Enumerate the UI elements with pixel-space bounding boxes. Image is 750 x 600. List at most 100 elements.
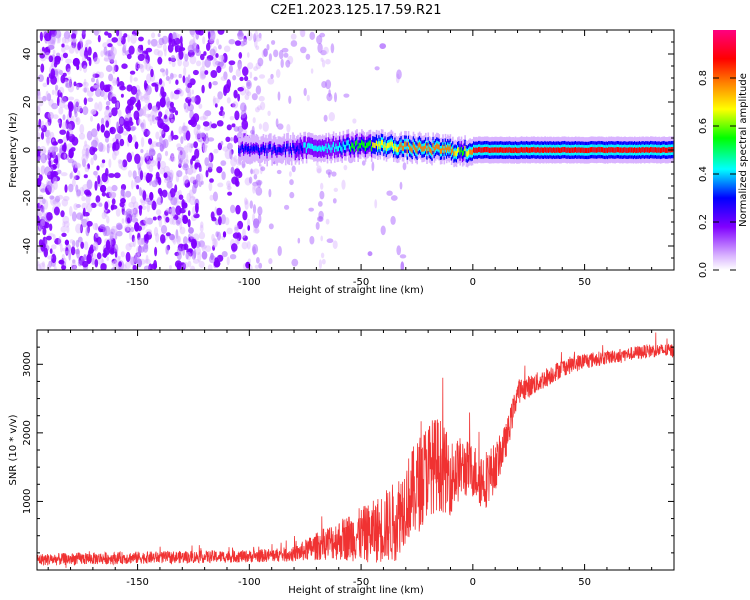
spectrogram-cell (317, 201, 323, 207)
signal-band-cell (606, 147, 609, 154)
spectrogram-cell (134, 153, 141, 164)
signal-band-cell (405, 141, 407, 147)
signal-band-cell (522, 147, 524, 153)
spectrogram-cell (186, 182, 191, 187)
spectrogram-cell (146, 160, 151, 170)
spectrogram-cell (228, 39, 236, 45)
signal-band-cell (581, 147, 583, 153)
signal-band-cell (458, 147, 460, 153)
signal-band-cell (615, 147, 618, 153)
spectrogram-cell (63, 153, 67, 159)
signal-band-cell (413, 144, 416, 150)
spectrogram-cell (252, 117, 256, 124)
spectrogram-cell (109, 231, 114, 241)
spectrogram-cell (127, 112, 132, 118)
spectrogram-cell (103, 55, 109, 62)
spectrogram-cell (226, 142, 233, 150)
signal-band-cell (429, 147, 432, 154)
spectrogram-cell (65, 58, 72, 64)
spectrogram-cell (216, 231, 221, 241)
spectrogram-cell (164, 48, 167, 57)
spectrogram-cell (334, 92, 337, 103)
signal-band-cell (594, 147, 597, 153)
spectrogram-cell (75, 116, 81, 126)
signal-band-cell (588, 147, 591, 153)
spectrogram-cell (107, 51, 115, 62)
spectrogram-cell (319, 190, 325, 200)
signal-band-cell (323, 146, 325, 152)
signal-band-cell (431, 149, 433, 155)
spectrogram-cell (185, 153, 189, 163)
spectrogram-cell (246, 240, 251, 250)
spectrogram-cell (129, 70, 136, 75)
spectrogram-cell (100, 184, 107, 193)
signal-band-cell (460, 147, 463, 153)
spectrogram-cell (80, 214, 84, 222)
spectrogram-cell (79, 62, 83, 72)
spectrogram-cell (158, 217, 162, 228)
signal-band-cell (356, 139, 358, 145)
spectrogram-cell (230, 137, 234, 142)
spectrogram-cell (144, 258, 151, 265)
spectrogram-cell (163, 114, 168, 120)
spectrogram-cell (308, 207, 315, 212)
spectrogram-cell (49, 195, 55, 200)
signal-band-cell (643, 147, 646, 153)
signal-band-cell (517, 147, 519, 154)
spectrogram-cell (244, 88, 250, 95)
signal-band-cell (277, 146, 280, 153)
signal-band-cell (351, 142, 353, 148)
spectrogram-cell (68, 250, 71, 261)
spectrogram-y-tick-label: 40 (22, 48, 33, 61)
spectrogram-cell (108, 173, 115, 178)
spectrogram-cell (400, 261, 405, 270)
spectrogram-cell (67, 68, 71, 75)
spectrogram-cell (193, 213, 200, 219)
spectrogram-cell (207, 31, 211, 40)
spectrogram-cell (253, 218, 260, 229)
signal-band-cell (611, 147, 614, 153)
signal-band-cell (584, 147, 587, 153)
spectrogram-cell (110, 204, 115, 211)
spectrogram-cell (92, 241, 99, 252)
spectrogram-cell (380, 225, 386, 236)
signal-band-cell (487, 147, 490, 153)
spectrogram-cell (226, 256, 230, 266)
spectrogram-cell (144, 241, 149, 250)
spectrogram-cell (111, 261, 114, 266)
spectrogram-cell (157, 33, 161, 38)
spectrogram-cell (156, 157, 162, 164)
spectrogram-cell (132, 208, 139, 216)
spectrogram-cell (126, 84, 133, 92)
spectrogram-cell (220, 160, 227, 167)
spectrogram-cell (111, 77, 118, 84)
spectrogram-cell (212, 58, 218, 67)
spectrogram-cell (182, 215, 189, 224)
spectrogram-x-tick-label: -150 (126, 277, 149, 288)
spectrogram-cell (200, 221, 204, 229)
spectrogram-cell (37, 131, 41, 143)
spectrogram-cell (183, 102, 187, 110)
spectrogram-cell (227, 191, 233, 196)
spectrogram-cell (103, 115, 111, 121)
spectrogram-cell (214, 206, 218, 217)
spectrogram-cell (328, 89, 331, 98)
spectrogram-cell (252, 204, 257, 214)
signal-band-cell (447, 145, 449, 151)
spectrogram-cell (54, 30, 62, 39)
spectrogram-cell (160, 224, 168, 234)
spectrogram-cell (168, 57, 172, 62)
spectrogram-cell (169, 233, 175, 241)
signal-band-cell (662, 147, 664, 153)
spectrogram-cell (218, 44, 222, 50)
spectrogram-cell (37, 156, 41, 161)
spectrogram-cell (42, 227, 47, 236)
spectrogram-cell (60, 74, 66, 84)
spectrogram-cell (226, 227, 233, 235)
spectrogram-cell (240, 109, 247, 119)
signal-band-cell (576, 147, 578, 153)
signal-band-cell (321, 145, 324, 151)
spectrogram-cell (77, 105, 83, 113)
spectrogram-cell (223, 45, 231, 53)
spectrogram-cell (132, 134, 137, 143)
